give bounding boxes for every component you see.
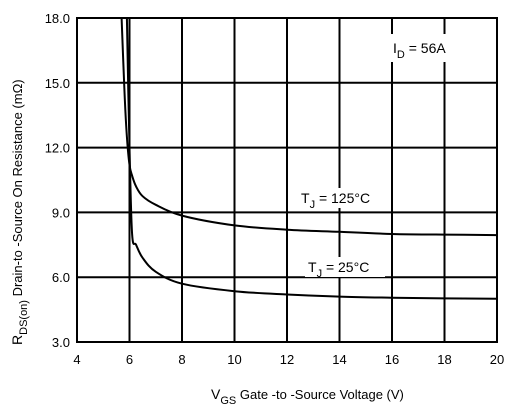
x-tick-label: 20 <box>490 352 504 367</box>
grid-lines <box>77 18 497 342</box>
tj25-label-background <box>305 257 385 277</box>
x-tick-label: 18 <box>437 352 451 367</box>
series-line-tj-125 <box>120 18 497 237</box>
y-tick-label: 12.0 <box>45 141 70 156</box>
series-lines <box>120 18 497 300</box>
x-tick-label: 8 <box>178 352 185 367</box>
x-tick-label: 10 <box>227 352 241 367</box>
y-tick-label: 9.0 <box>52 205 70 220</box>
id-label-background <box>388 34 490 62</box>
x-tick-label: 6 <box>126 352 133 367</box>
x-tick-label: 12 <box>280 352 294 367</box>
y-tick-label: 6.0 <box>52 270 70 285</box>
y-axis-title: RDS(on) Drain-to -Source On Resistance (… <box>9 79 30 345</box>
tick-labels: 4 6 8 10 12 14 16 18 20 3.0 6.0 9.0 12.0 15.0 18.0 <box>45 11 505 367</box>
tj125-label-background <box>298 188 384 208</box>
annotation-tj-125: TJ = 125°C <box>301 190 370 211</box>
annotation-id: ID = 56A <box>393 40 446 61</box>
annotation-tj-25: TJ = 25°C <box>308 259 369 280</box>
y-tick-label: 18.0 <box>45 11 70 26</box>
x-tick-label: 4 <box>73 352 80 367</box>
x-tick-label: 16 <box>385 352 399 367</box>
y-tick-label: 3.0 <box>52 335 70 350</box>
y-tick-label: 15.0 <box>45 76 70 91</box>
x-axis-title: VGS Gate -to -Source Voltage (V) <box>211 386 404 407</box>
x-tick-label: 14 <box>332 352 346 367</box>
plot-frame <box>76 17 498 343</box>
series-line-tj-25 <box>125 18 497 300</box>
